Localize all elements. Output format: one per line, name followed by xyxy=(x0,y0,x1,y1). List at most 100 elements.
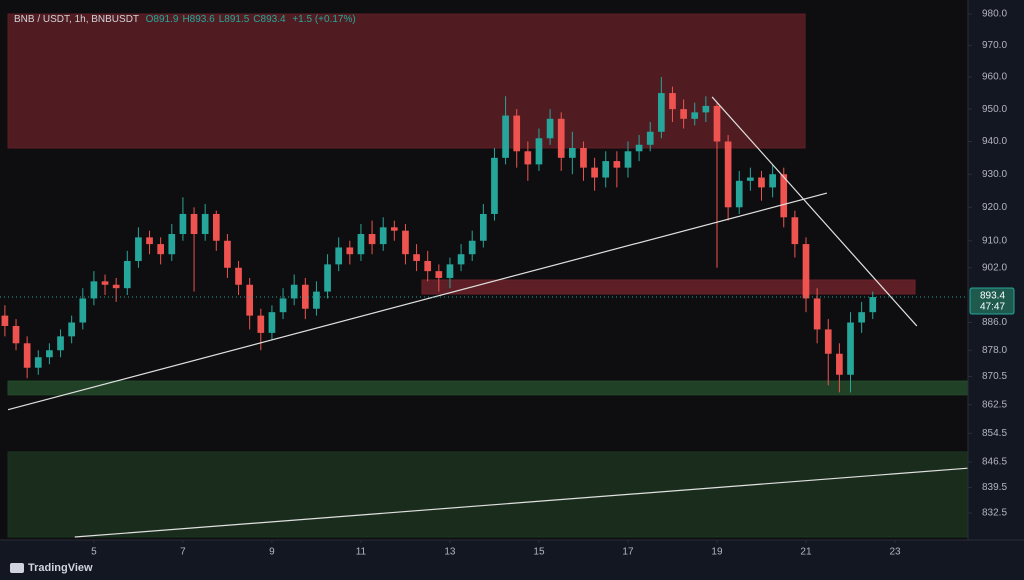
candle-body xyxy=(68,322,75,337)
trendline xyxy=(74,467,968,538)
candle-body xyxy=(813,298,821,330)
last-price-badge xyxy=(969,287,1015,315)
candle-body xyxy=(368,234,376,245)
candle-body xyxy=(123,260,131,289)
candle-body xyxy=(357,234,365,255)
y-tick-label: 870.5 xyxy=(982,371,1007,382)
candle-body xyxy=(201,213,209,235)
candle-body xyxy=(613,161,621,168)
header: BNB / USDT, 1h, BNBUSDT O891.9 H893.6 L891… xyxy=(14,14,356,25)
y-tick-label: 832.5 xyxy=(982,508,1007,519)
candle-body xyxy=(90,281,98,299)
last-price-label: 893.4 xyxy=(980,291,1005,302)
x-tick-label: 11 xyxy=(356,547,367,558)
candle-body xyxy=(246,284,254,316)
candle-body xyxy=(858,312,865,323)
candle-body xyxy=(390,227,398,231)
candle-body xyxy=(747,177,754,181)
candle-body xyxy=(335,247,343,265)
candle-body xyxy=(580,148,587,168)
y-tick-label: 930.0 xyxy=(982,169,1007,180)
candle-body xyxy=(1,315,9,326)
candle-body xyxy=(379,227,387,245)
candle-body xyxy=(34,357,42,368)
candle-body xyxy=(235,267,242,285)
candle-body xyxy=(112,284,120,289)
y-tick-label: 839.5 xyxy=(982,482,1007,493)
candle-body xyxy=(602,161,610,178)
y-tick-label: 960.0 xyxy=(982,72,1007,83)
brand-text: TradingView xyxy=(28,562,93,574)
x-tick-label: 9 xyxy=(269,547,275,558)
y-tick-label: 980.0 xyxy=(982,9,1007,20)
candle-body xyxy=(457,254,465,265)
candle-body xyxy=(290,284,298,299)
change: +1.5 (+0.17%) xyxy=(292,14,355,25)
candle-body xyxy=(190,213,198,235)
x-tick-label: 19 xyxy=(711,547,723,558)
ohlc-value: O891.9 xyxy=(146,14,179,25)
x-tick-label: 17 xyxy=(622,547,634,558)
candle-body xyxy=(535,138,543,165)
candle-body xyxy=(669,93,676,110)
candle-body xyxy=(624,151,632,168)
candle-body xyxy=(446,264,454,278)
candle-body xyxy=(591,167,598,178)
candle-body xyxy=(524,151,532,165)
y-tick-label: 902.0 xyxy=(982,262,1007,273)
candle-body xyxy=(268,312,276,333)
candle-body xyxy=(424,260,432,272)
candle-body xyxy=(702,105,710,113)
candle-body xyxy=(479,213,487,241)
candle-body xyxy=(635,144,643,152)
countdown: 47:47 xyxy=(980,302,1005,313)
candle-body xyxy=(724,141,732,208)
candle-body xyxy=(12,325,20,344)
y-tick-label: 862.5 xyxy=(982,399,1007,410)
zone xyxy=(7,451,968,538)
candle-body xyxy=(224,240,231,268)
candle-body xyxy=(769,174,776,188)
y-tick-label: 854.5 xyxy=(982,428,1007,439)
candle-body xyxy=(836,353,843,375)
brand: TradingView xyxy=(10,562,93,574)
candle-body xyxy=(301,284,309,309)
x-tick-label: 15 xyxy=(533,547,545,558)
candle-body xyxy=(791,217,799,245)
candle-body xyxy=(135,237,142,261)
candle-body xyxy=(557,118,565,158)
footer xyxy=(0,560,1024,580)
x-tick-label: 5 xyxy=(91,547,97,558)
candle-body xyxy=(546,118,554,139)
candle-body xyxy=(735,180,743,208)
candle-body xyxy=(212,213,220,241)
x-tick-label: 23 xyxy=(889,547,901,558)
candle-body xyxy=(168,234,176,255)
zone xyxy=(7,380,968,396)
candle-body xyxy=(847,322,854,375)
candle-body xyxy=(513,115,521,152)
candle-body xyxy=(324,264,331,292)
candle-body xyxy=(179,213,187,235)
candle-body xyxy=(802,244,810,299)
ohlc-value: C893.4 xyxy=(253,14,286,25)
candle-body xyxy=(79,298,87,323)
candle-body xyxy=(491,157,498,214)
candle-body xyxy=(758,177,765,188)
candle-body xyxy=(869,297,877,313)
candle-body xyxy=(402,230,409,255)
brand-logo xyxy=(10,563,24,573)
y-tick-label: 878.0 xyxy=(982,345,1007,356)
y-tick-label: 970.0 xyxy=(982,40,1007,51)
plot xyxy=(1,13,968,538)
candle-body xyxy=(257,315,265,333)
zone xyxy=(7,13,806,149)
trendline xyxy=(7,192,828,411)
x-tick-label: 7 xyxy=(180,547,186,558)
y-tick-label: 940.0 xyxy=(982,136,1007,147)
candle-body xyxy=(313,291,320,309)
candle-body xyxy=(824,329,832,354)
y-tick-label: 846.5 xyxy=(982,457,1007,468)
x-tick-label: 13 xyxy=(444,547,456,558)
